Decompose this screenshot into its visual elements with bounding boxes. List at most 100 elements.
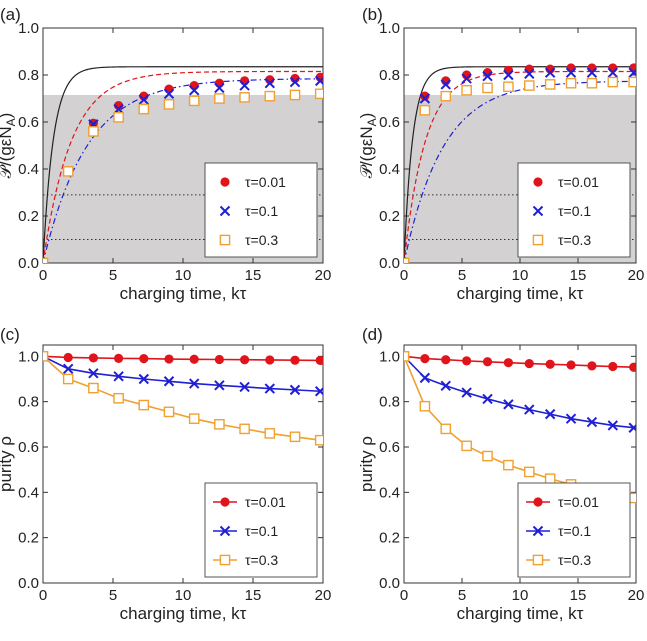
legend-label: τ=0.1 [558,203,591,219]
x-axis-label: charging time, kτ [120,284,247,303]
legend-marker [220,177,230,187]
x-tick-label: 10 [175,267,192,284]
data-point [544,473,556,485]
data-point [289,431,301,443]
y-tick-label: 0.6 [18,114,39,131]
data-point [565,77,577,89]
panel-c: (c) 0 5 10 15 20 0.0 0.2 0.4 0.6 0.8 1.0 charging ti… [0,325,331,623]
legend-marker [219,205,231,217]
data-point [629,63,636,73]
theory-curve-dashdot [404,80,636,263]
series-line [43,355,321,362]
data-point [63,352,73,363]
y-tick-label: 1.0 [379,20,400,37]
series-line [404,356,634,499]
legend-label: τ=0.1 [558,523,591,539]
y-tick-label: 1.0 [18,348,39,365]
data-point [188,413,200,424]
series-line [43,355,321,441]
y-tick-label: 0.4 [379,161,400,178]
data-point [482,82,493,94]
data-point [62,373,74,385]
data-point [461,440,472,452]
legend-label: τ=0.01 [558,494,599,510]
data-point [440,380,451,392]
data-point [503,399,514,410]
y-tick-label: 0.0 [379,575,400,592]
data-point [503,459,514,471]
data-point [566,360,576,370]
plot-area [404,63,636,263]
legend-label: τ=0.01 [245,494,286,510]
data-point [419,104,431,116]
y-tick-label: 0.6 [379,114,400,131]
x-tick-label: 10 [512,267,529,284]
data-point [163,376,175,387]
data-point [164,354,174,364]
legend-marker [533,497,543,507]
data-point [239,423,250,435]
data-point [214,78,224,88]
y-tick-label: 0.2 [18,530,39,547]
x-tick-label: 15 [245,267,262,284]
data-point [264,383,276,394]
data-point [113,392,124,404]
data-point [523,80,535,91]
data-point [138,103,150,115]
series-line [404,355,634,429]
plot-area [404,351,636,504]
data-point [544,79,556,90]
panel-label: (a) [0,5,21,24]
legend-label: τ=0.3 [245,552,278,568]
data-point [629,362,636,372]
panel-label: (d) [362,325,383,344]
data-point [586,67,598,78]
data-point [440,423,452,435]
data-point [88,126,99,137]
panel-label: (b) [362,5,383,24]
legend-label: τ=0.1 [245,523,278,539]
data-point [565,413,577,424]
data-point [264,428,276,439]
data-point [314,386,323,397]
panel-a: (a) 0 5 10 15 20 0.0 0.2 0.4 0.6 0.8 1.0 charging ti… [0,5,331,303]
y-tick-label: 0.8 [379,67,400,84]
x-tick-label: 0 [400,587,408,604]
data-point [586,416,598,428]
x-tick-label: 15 [570,587,587,604]
data-point [163,88,175,100]
x-tick-label: 5 [109,587,117,604]
legend-label: τ=0.3 [558,552,591,568]
data-point [419,93,431,104]
data-point [461,387,472,398]
data-point [88,353,98,363]
data-point [587,361,597,371]
x-tick-label: 15 [570,267,587,284]
legend-label: τ=0.3 [558,232,591,248]
data-point [608,361,618,372]
x-tick-label: 20 [628,587,645,604]
x-tick-label: 15 [245,587,262,604]
data-point [503,65,513,75]
x-tick-label: 0 [39,587,47,604]
data-point [214,419,225,430]
y-tick-label: 0.0 [18,255,39,272]
y-tick-label: 1.0 [379,348,400,365]
legend: τ=0.01 τ=0.1 τ=0.3 [517,162,631,258]
y-tick-label: 1.0 [18,20,39,37]
data-point [462,356,472,366]
theory-curve-dashed [43,70,323,263]
data-point [289,76,301,88]
data-point [289,89,301,101]
legend-label: τ=0.3 [245,232,278,248]
theory-curve-solid [43,66,323,263]
series-line [404,355,634,369]
x-tick-label: 5 [109,267,117,284]
data-point [289,384,301,396]
data-point [189,354,199,364]
data-point [139,354,149,364]
legend-marker [219,554,231,566]
y-tick-label: 0.8 [18,67,39,84]
data-point [482,357,493,367]
data-point [290,355,300,365]
